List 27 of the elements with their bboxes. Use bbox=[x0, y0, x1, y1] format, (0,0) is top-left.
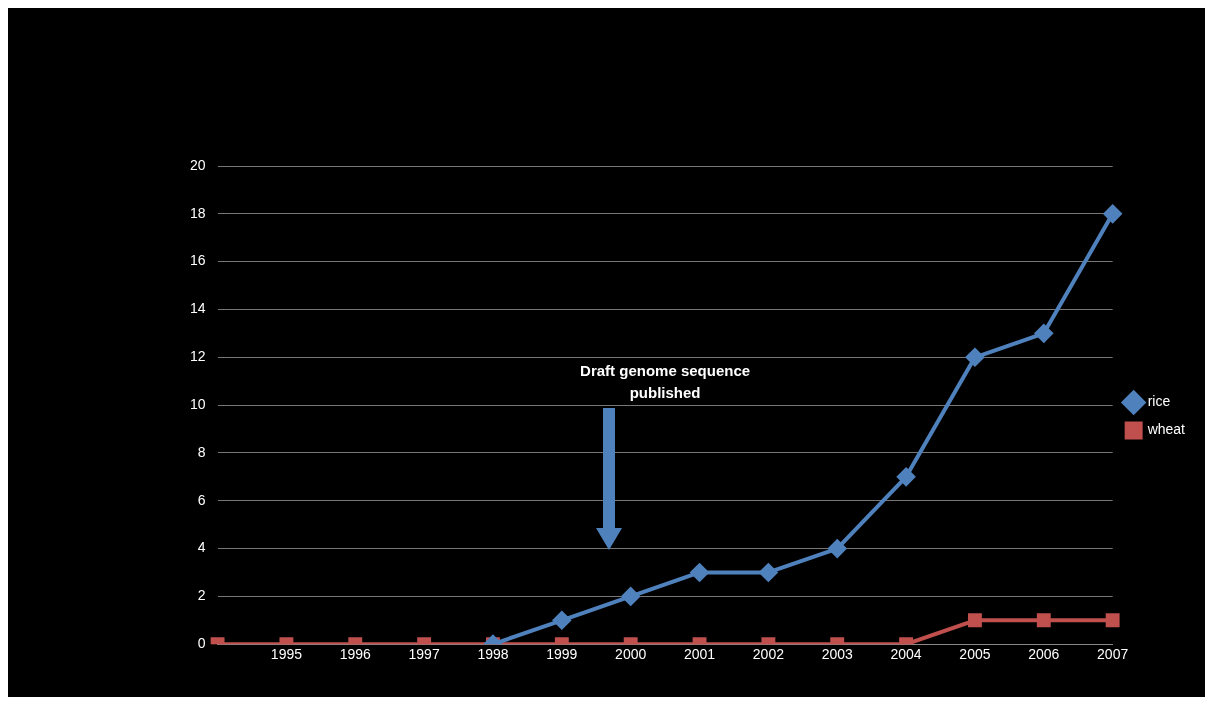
x-tick-label: 2005 bbox=[959, 646, 991, 663]
y-tick-label: 20 bbox=[189, 156, 206, 173]
legend-label: wheat bbox=[1146, 421, 1186, 438]
y-tick-label: 8 bbox=[197, 443, 206, 460]
x-tick-label: 2007 bbox=[1097, 646, 1129, 663]
x-tick-label: 2000 bbox=[615, 646, 647, 663]
y-tick-label: 0 bbox=[197, 635, 206, 652]
y-tick-label: 12 bbox=[189, 348, 206, 365]
x-tick-label: 2006 bbox=[1028, 646, 1060, 663]
x-tick-label: 2002 bbox=[752, 646, 785, 663]
y-tick-label: 18 bbox=[189, 204, 206, 221]
x-tick-label: 2003 bbox=[821, 646, 854, 663]
x-tick-label: 1996 bbox=[339, 646, 372, 663]
legend-label: rice bbox=[1147, 393, 1171, 410]
x-tick-label: 1997 bbox=[408, 646, 440, 663]
x-tick-label: 1995 bbox=[270, 646, 303, 663]
y-tick-label: 14 bbox=[189, 300, 206, 317]
annotation: Draft genome sequence published bbox=[580, 362, 751, 402]
x-tick-label: 1999 bbox=[546, 646, 578, 663]
y-tick-label: 10 bbox=[189, 395, 206, 412]
y-tick-label: 2 bbox=[197, 587, 206, 604]
y-tick-label: 6 bbox=[197, 491, 206, 508]
x-tick-label: 1998 bbox=[477, 646, 509, 663]
x-tick-label: 2004 bbox=[890, 646, 922, 663]
y-tick-label: 16 bbox=[189, 252, 206, 269]
y-tick-label: 4 bbox=[197, 539, 206, 556]
x-tick-label: 2001 bbox=[683, 646, 716, 663]
